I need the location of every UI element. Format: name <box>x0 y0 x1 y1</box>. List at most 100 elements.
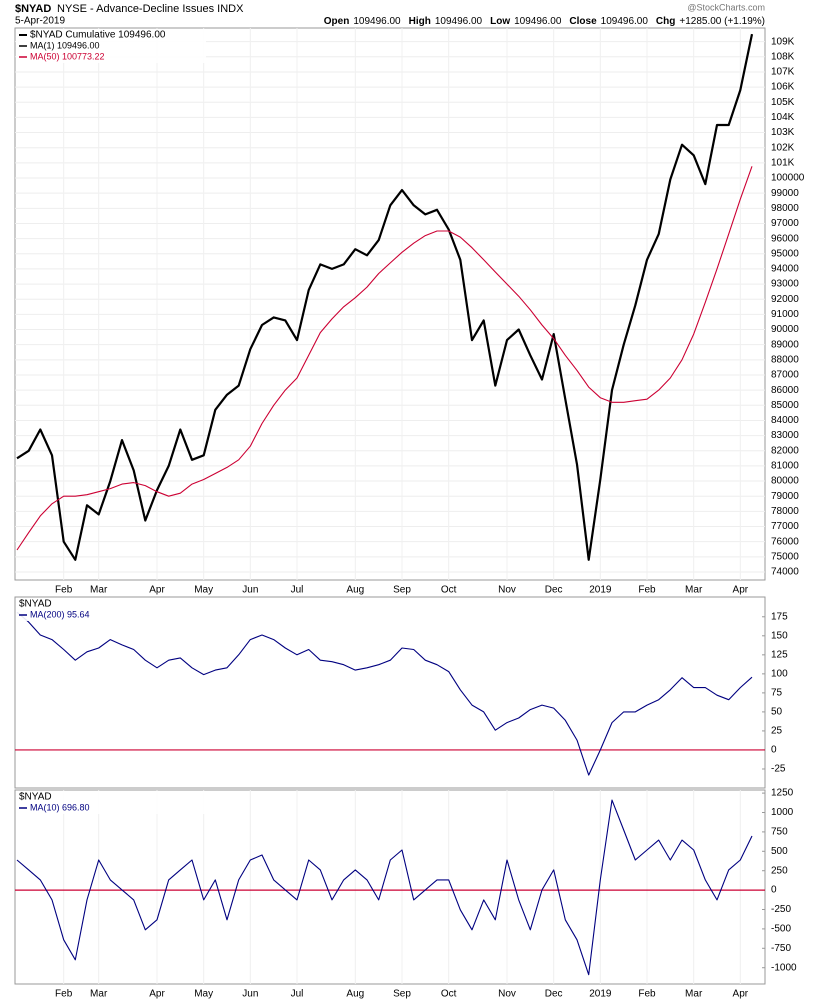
x-tick-label: Oct <box>441 989 457 1000</box>
x-tick-label: Feb <box>638 585 656 596</box>
y-tick-label: 750 <box>771 827 788 838</box>
y-tick-label: 106K <box>771 82 795 93</box>
source: @StockCharts.com <box>687 2 765 12</box>
y-tick-label: 1250 <box>771 788 794 799</box>
x-tick-label: Apr <box>149 585 165 596</box>
y-tick-label: 100000 <box>771 173 805 184</box>
x-tick-label: Jun <box>242 989 258 1000</box>
y-tick-label: 92000 <box>771 294 799 305</box>
x-tick-label: Jul <box>291 989 304 1000</box>
legend-entry: MA(1) 109496.00 <box>30 40 100 50</box>
x-tick-label: Apr <box>733 585 749 596</box>
y-tick-label: 82000 <box>771 445 799 456</box>
legend-entry: MA(50) 100773.22 <box>30 51 105 61</box>
x-tick-label: May <box>194 989 213 1000</box>
legend-box <box>16 598 206 621</box>
y-tick-label: 85000 <box>771 400 799 411</box>
quote-line: Open 109496.00 High 109496.00 Low 109496.00 Cl… <box>324 16 765 27</box>
x-tick-label: Feb <box>55 989 73 1000</box>
x-tick-label: 2019 <box>589 585 612 596</box>
x-tick-label: Feb <box>638 989 656 1000</box>
y-tick-label: 98000 <box>771 203 799 214</box>
y-tick-label: 250 <box>771 865 788 876</box>
y-tick-label: 96000 <box>771 233 799 244</box>
legend-title: $NYAD Cumulative 109496.00 <box>30 30 166 41</box>
quote-value: 109496.00 <box>601 16 649 27</box>
y-tick-label: 80000 <box>771 476 799 487</box>
legend-title: $NYAD <box>19 792 52 803</box>
x-tick-label: Nov <box>498 989 516 1000</box>
y-tick-label: 50 <box>771 707 783 718</box>
legend-entry: MA(10) 696.80 <box>30 802 90 812</box>
y-tick-label: 94000 <box>771 264 799 275</box>
legend-box <box>16 791 206 814</box>
plot-area <box>14 789 766 985</box>
x-tick-label: Dec <box>545 585 563 596</box>
y-tick-label: 88000 <box>771 354 799 365</box>
y-tick-label: 89000 <box>771 339 799 350</box>
series-line <box>16 799 753 976</box>
x-tick-label: Mar <box>685 989 703 1000</box>
y-tick-label: -500 <box>771 924 791 935</box>
x-tick-label: Feb <box>55 585 73 596</box>
y-tick-label: 0 <box>771 885 777 896</box>
y-tick-label: -250 <box>771 904 791 915</box>
quote-value: 109496.00 <box>353 16 401 27</box>
y-tick-label: 103K <box>771 127 795 138</box>
x-tick-label: Sep <box>393 585 411 596</box>
legend-box <box>16 29 206 63</box>
y-tick-label: 87000 <box>771 370 799 381</box>
y-tick-label: 74000 <box>771 567 799 578</box>
legend-entry: MA(200) 95.64 <box>30 609 90 619</box>
series-line <box>16 166 753 551</box>
y-tick-label: 100 <box>771 668 788 679</box>
x-tick-label: Dec <box>545 989 563 1000</box>
y-tick-label: 102K <box>771 142 795 153</box>
y-tick-label: 500 <box>771 846 788 857</box>
quote-label: Close <box>569 16 597 27</box>
quote-label: Open <box>324 16 350 27</box>
y-tick-label: 84000 <box>771 415 799 426</box>
y-tick-label: 79000 <box>771 491 799 502</box>
x-tick-label: May <box>194 585 213 596</box>
y-tick-label: 91000 <box>771 309 799 320</box>
y-tick-label: 90000 <box>771 324 799 335</box>
x-tick-label: Mar <box>90 585 108 596</box>
x-tick-label: Mar <box>685 585 703 596</box>
x-tick-label: Apr <box>733 989 749 1000</box>
quote-value: 109496.00 <box>435 16 483 27</box>
y-tick-label: 25 <box>771 726 783 737</box>
y-tick-label: 150 <box>771 630 788 641</box>
x-tick-label: Aug <box>346 989 364 1000</box>
y-tick-label: 95000 <box>771 248 799 259</box>
y-tick-label: 105K <box>771 97 795 108</box>
y-tick-label: 76000 <box>771 536 799 547</box>
series-line <box>16 611 753 776</box>
y-tick-label: 75 <box>771 688 783 699</box>
y-tick-label: 0 <box>771 745 777 756</box>
series-line <box>16 33 754 561</box>
y-tick-label: 108K <box>771 51 795 62</box>
y-tick-label: -750 <box>771 943 791 954</box>
quote-value: +1285.00 (+1.19%) <box>679 16 765 27</box>
y-tick-label: 75000 <box>771 551 799 562</box>
x-tick-label: Mar <box>90 989 108 1000</box>
y-tick-label: 78000 <box>771 506 799 517</box>
y-tick-label: 81000 <box>771 461 799 472</box>
quote-label: Chg <box>656 16 675 27</box>
x-tick-label: Oct <box>441 585 457 596</box>
symbol: $NYAD <box>15 3 51 15</box>
x-tick-label: Aug <box>346 585 364 596</box>
y-tick-label: 99000 <box>771 188 799 199</box>
y-tick-label: 104K <box>771 112 795 123</box>
x-tick-label: Nov <box>498 585 516 596</box>
x-tick-label: 2019 <box>589 989 612 1000</box>
y-tick-label: 93000 <box>771 279 799 290</box>
date: 5-Apr-2019 <box>15 16 65 27</box>
y-tick-label: 125 <box>771 649 788 660</box>
x-tick-label: Apr <box>149 989 165 1000</box>
plot-area <box>14 27 766 581</box>
legend-title: $NYAD <box>19 599 52 610</box>
y-tick-label: 175 <box>771 611 788 622</box>
